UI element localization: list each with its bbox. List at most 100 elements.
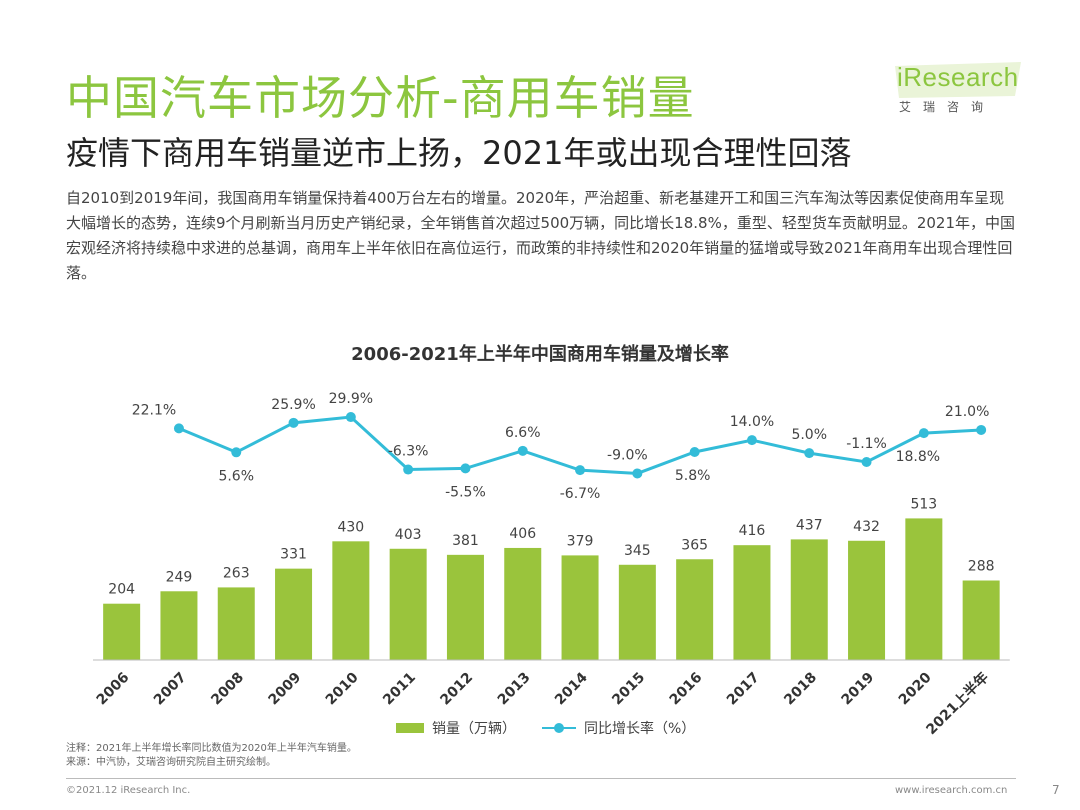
growth-label-2010: 29.9%	[329, 391, 373, 407]
bar-2008	[217, 587, 255, 660]
chart-notes: 注释：2021年上半年增长率同比数值为2020年上半年汽车销量。 来源：中汽协，…	[66, 742, 357, 770]
bar-2009	[275, 568, 313, 660]
growth-point-2016	[689, 446, 700, 457]
legend-bar-swatch	[396, 723, 424, 733]
growth-point-2008	[231, 447, 242, 458]
growth-label-2008: 5.6%	[218, 468, 254, 484]
logo-brand-text: iResearch	[897, 62, 1019, 92]
growth-label-2018: 5.0%	[791, 427, 827, 443]
chart-legend: 销量（万辆） 同比增长率（%）	[396, 718, 695, 738]
bar-label-2018: 437	[796, 517, 823, 533]
x-tick-2019: 2019	[839, 670, 878, 709]
page-number: 7	[1052, 783, 1060, 797]
iresearch-logo: iResearch 艾瑞咨询	[893, 60, 1043, 120]
legend-item-growth: 同比增长率（%）	[542, 718, 695, 738]
bar-2014	[561, 555, 599, 660]
growth-point-2014	[575, 465, 586, 476]
x-tick-2011: 2011	[380, 670, 419, 709]
bar-label-2016: 365	[681, 537, 708, 553]
bar-label-2017: 416	[739, 523, 766, 539]
growth-point-2010	[345, 412, 356, 423]
growth-point-2020	[918, 428, 929, 439]
growth-point-2018	[804, 448, 815, 459]
growth-label-2012: -5.5%	[445, 484, 486, 500]
legend-item-sales: 销量（万辆）	[396, 718, 516, 738]
growth-point-2007	[173, 423, 184, 434]
growth-point-2019	[861, 456, 872, 467]
x-tick-2007: 2007	[151, 670, 190, 709]
growth-label-2009: 25.9%	[271, 397, 315, 413]
x-tick-2008: 2008	[208, 670, 247, 709]
summary-paragraph: 自2010到2019年间，我国商用车销量保持着400万台左右的增量。2020年，…	[66, 189, 1016, 282]
bar-label-2011: 403	[395, 527, 422, 543]
bar-label-2019: 432	[853, 519, 880, 535]
page-title: 中国汽车市场分析-商用车销量	[66, 71, 695, 125]
bar-2011	[389, 548, 427, 660]
bar-label-2008: 263	[223, 565, 250, 581]
growth-point-2011	[403, 464, 414, 475]
bar-label-2021上半年: 288	[968, 559, 995, 575]
growth-point-2021上半年	[976, 424, 987, 435]
bar-2010	[332, 541, 370, 660]
x-tick-2013: 2013	[495, 670, 534, 709]
growth-label-2020: 18.8%	[896, 449, 940, 465]
bar-2012	[446, 554, 484, 660]
x-tick-2012: 2012	[437, 670, 476, 709]
x-tick-2020: 2020	[896, 669, 935, 708]
legend-label-sales: 销量（万辆）	[432, 721, 516, 737]
copyright-text: ©2021.12 iResearch Inc.	[66, 785, 191, 796]
bar-label-2020: 513	[910, 496, 937, 512]
x-tick-2015: 2015	[609, 670, 648, 709]
bar-label-2013: 406	[509, 526, 536, 542]
growth-label-2016: 5.8%	[675, 468, 711, 484]
x-tick-2018: 2018	[781, 670, 820, 709]
bar-label-2006: 204	[108, 582, 135, 598]
bar-2021上半年	[962, 580, 1000, 660]
x-tick-2017: 2017	[724, 670, 763, 709]
legend-line-swatch	[542, 723, 576, 733]
growth-point-2013	[517, 445, 528, 456]
bar-2019	[848, 540, 886, 660]
bar-2015	[618, 564, 656, 660]
growth-label-2021上半年: 21.0%	[945, 404, 989, 420]
bar-2018	[790, 539, 828, 660]
x-tick-2006: 2006	[94, 670, 133, 709]
bar-2013	[504, 547, 542, 660]
bar-2020	[905, 518, 943, 660]
bar-2017	[733, 545, 771, 660]
x-tick-2021上半年: 2021上半年	[923, 669, 992, 738]
bar-2007	[160, 591, 198, 660]
x-tick-2014: 2014	[552, 669, 591, 708]
x-tick-2009: 2009	[266, 670, 305, 709]
bar-2016	[676, 559, 714, 660]
bar-label-2010: 430	[337, 519, 364, 535]
growth-point-2017	[746, 435, 757, 446]
growth-label-2015: -9.0%	[607, 447, 648, 463]
note-text: 注释：2021年上半年增长率同比数值为2020年上半年汽车销量。	[66, 743, 357, 754]
x-tick-2016: 2016	[667, 670, 706, 709]
bar-label-2012: 381	[452, 533, 479, 549]
bar-label-2014: 379	[567, 533, 594, 549]
growth-label-2017: 14.0%	[730, 414, 774, 430]
page-subtitle: 疫情下商用车销量逆市上扬，2021年或出现合理性回落	[66, 134, 852, 172]
growth-label-2013: 6.6%	[505, 425, 541, 441]
logo-sub-text: 艾瑞咨询	[899, 100, 996, 114]
bar-label-2007: 249	[166, 569, 193, 585]
x-tick-2010: 2010	[323, 669, 362, 708]
bar-2006	[103, 603, 141, 660]
chart-title: 2006-2021年上半年中国商用车销量及增长率	[351, 344, 729, 365]
combo-chart: 204 249 263 331 430 403 381 406 379 345 365 416 437 4…	[93, 391, 1010, 738]
legend-label-growth: 同比增长率（%）	[584, 721, 696, 737]
growth-label-2011: -6.3%	[388, 444, 429, 460]
growth-point-2015	[632, 468, 643, 479]
growth-label-2019: -1.1%	[846, 436, 887, 452]
growth-point-2009	[288, 417, 299, 428]
website-link[interactable]: www.iresearch.com.cn	[895, 785, 1008, 796]
growth-label-2007: 22.1%	[132, 402, 176, 418]
bar-label-2015: 345	[624, 543, 651, 559]
bar-label-2009: 331	[280, 547, 307, 563]
logo-shape	[895, 62, 1021, 98]
growth-point-2012	[460, 463, 471, 474]
growth-label-2014: -6.7%	[560, 486, 601, 502]
source-text: 来源：中汽协，艾瑞咨询研究院自主研究绘制。	[66, 757, 276, 768]
